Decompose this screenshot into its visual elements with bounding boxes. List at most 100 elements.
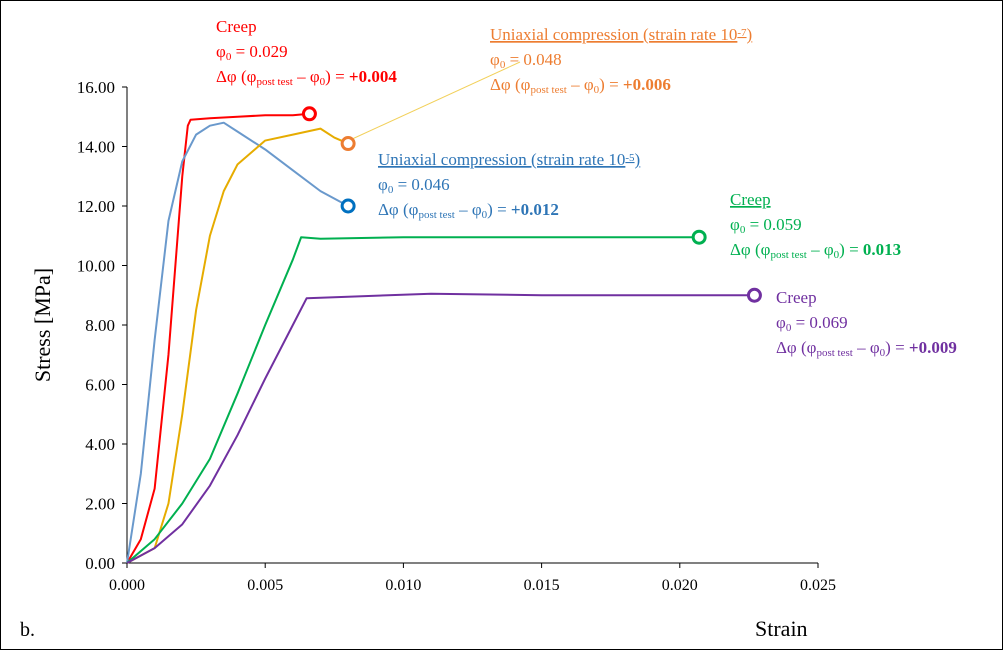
annotation-text: φ [730,215,740,234]
y-tick-label: 8.00 [85,316,115,335]
annotation-line: Δφ (φpost test – φ0) = 0.013 [730,240,901,261]
end-marker [746,287,762,303]
end-marker [340,198,356,214]
annotation-text: Δφ (φ [490,75,531,94]
annotation-subscript: post test [770,249,806,261]
annotation-text: Δφ (φ [216,67,257,86]
annotation-subscript: 0 [500,59,506,71]
end-marker [340,136,356,152]
annotation-line: Δφ (φpost test – φ0) = +0.012 [378,200,559,221]
annotation-text: – φ [293,67,320,86]
y-tick-label: 10.00 [77,257,115,276]
y-tick-label: 4.00 [85,435,115,454]
annotation-line: Δφ (φpost test – φ0) = +0.004 [216,67,397,88]
annotation-text: = 0.048 [505,50,561,69]
annotation-subscript: post test [816,347,852,359]
annotation-line: Uniaxial compression (strain rate 10-7) [490,25,752,44]
annotation-value: +0.006 [623,75,671,94]
y-tick-label: 0.00 [85,554,115,573]
annotation-line: Creep [730,190,771,209]
annotation-line: Creep [216,17,257,36]
annotation-text: = 0.069 [791,313,847,332]
annotation-text: Creep [776,288,817,307]
annotation-text: φ [216,42,226,61]
x-tick-label: 0.020 [662,577,698,594]
annotation-value: +0.004 [349,67,397,86]
annotation-line: φ0 = 0.069 [776,313,848,334]
annotation-text: ) = [599,75,623,94]
annotation-subscript: 0 [786,322,792,334]
series-line [126,121,349,564]
annotation-text: ) = [325,67,349,86]
annotation-line: φ0 = 0.048 [490,50,562,71]
annotation-subscript: 0 [320,76,326,88]
annotation-text: φ [378,175,388,194]
annotation-superscript: -7 [737,27,747,39]
x-axis-title: Strain [755,616,808,641]
annotation-line: Δφ (φpost test – φ0) = +0.006 [490,75,671,96]
annotation-text: ) = [839,240,863,259]
annotation-subscript: 0 [740,224,746,236]
annotation-line: Δφ (φpost test – φ0) = +0.009 [776,338,957,359]
annotation-line: φ0 = 0.029 [216,42,288,63]
annotation-text: Uniaxial compression (strain rate 10 [378,150,625,169]
x-tick-label: 0.015 [524,577,560,594]
annotation-line: φ0 = 0.046 [378,175,450,196]
series-line [126,112,310,564]
annotation-text: – φ [807,240,834,259]
y-tick-label: 12.00 [77,197,115,216]
annotation-value: +0.009 [909,338,957,357]
annotation-subscript: 0 [834,249,840,261]
series-line [126,292,755,564]
y-tick-label: 14.00 [77,138,115,157]
x-tick-label: 0.005 [247,577,283,594]
y-tick-label: 16.00 [77,78,115,97]
end-marker [691,229,707,245]
annotation-subscript: 0 [388,184,394,196]
panel-label: b. [20,619,35,641]
annotation-text: ) [747,25,753,44]
x-tick-label: 0.025 [800,577,836,594]
annotation-text: ) = [885,338,909,357]
annotation-subscript: 0 [226,51,232,63]
y-axis-title: Stress [MPa] [30,268,55,382]
annotation-text: Δφ (φ [776,338,817,357]
annotation-subscript: post test [530,84,566,96]
annotation-text: Δφ (φ [378,200,419,219]
annotation-text: Uniaxial compression (strain rate 10 [490,25,737,44]
series-line [126,236,700,564]
annotation-subscript: 0 [880,347,886,359]
annotation-text: – φ [853,338,880,357]
annotation-value: +0.012 [511,200,559,219]
annotation-text: φ [776,313,786,332]
annotation-subscript: post test [256,76,292,88]
x-tick-label: 0.010 [385,577,421,594]
annotation-text: Δφ (φ [730,240,771,259]
annotation-text: φ [490,50,500,69]
annotation-text: Creep [216,17,257,36]
annotation-value: 0.013 [863,240,901,259]
leader-line [349,61,521,141]
annotation-subscript: 0 [594,84,600,96]
annotation-line: Creep [776,288,817,307]
annotation-text: ) [635,150,641,169]
annotation-text: ) = [487,200,511,219]
y-tick-label: 2.00 [85,495,115,514]
x-tick-label: 0.000 [109,577,145,594]
annotation-subscript: 0 [482,209,488,221]
annotation-text: = 0.046 [393,175,449,194]
annotation-text: = 0.029 [231,42,287,61]
annotation-line: φ0 = 0.059 [730,215,802,236]
y-tick-label: 6.00 [85,376,115,395]
annotation-line: Uniaxial compression (strain rate 10-5) [378,150,640,169]
annotation-superscript: -5 [625,152,635,164]
end-marker [301,106,317,122]
annotation-text: Creep [730,190,771,209]
annotation-subscript: post test [418,209,454,221]
annotation-text: = 0.059 [745,215,801,234]
series-line [126,127,349,564]
annotation-text: – φ [455,200,482,219]
annotation-text: – φ [567,75,594,94]
